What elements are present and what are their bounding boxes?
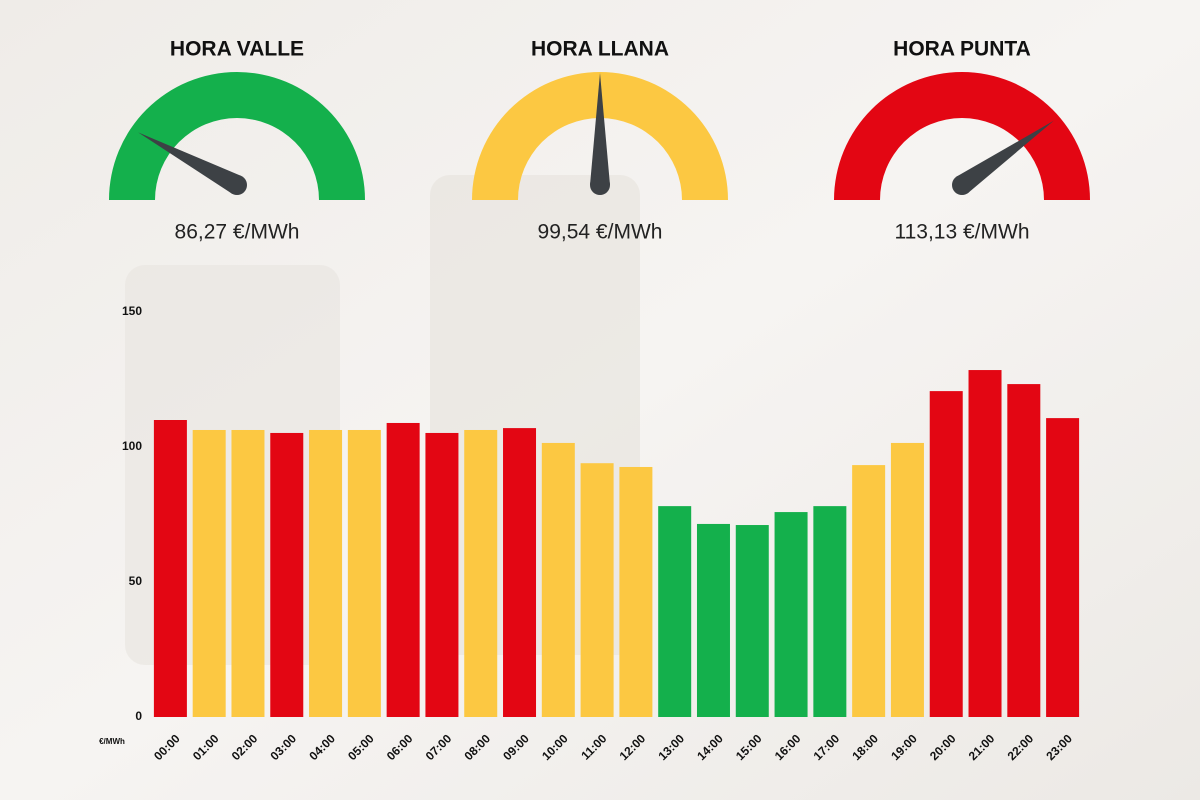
bar	[658, 506, 692, 717]
gauge-title: HORA PUNTA	[893, 38, 1031, 61]
bar	[890, 442, 924, 717]
bar	[580, 463, 614, 717]
y-tick-label: 100	[122, 439, 142, 453]
bar	[813, 506, 847, 717]
gauge-value: 99,54 €/MWh	[538, 221, 663, 244]
bar	[309, 429, 343, 717]
bar	[1007, 384, 1041, 717]
gauge-title: HORA VALLE	[170, 38, 304, 61]
bar	[347, 429, 381, 717]
gauge-arc	[834, 72, 1090, 200]
gauge-arc	[472, 72, 728, 200]
gauge-arc	[109, 72, 365, 200]
bar	[231, 429, 265, 717]
bar	[386, 422, 420, 717]
bar	[541, 442, 575, 717]
gauge-needle	[956, 120, 1054, 194]
bar	[270, 432, 304, 717]
gauge-value: 113,13 €/MWh	[894, 221, 1029, 244]
y-tick-label: 0	[135, 709, 142, 723]
gauge-needle	[590, 73, 610, 185]
gauge-value: 86,27 €/MWh	[175, 221, 300, 244]
bar	[735, 525, 769, 717]
bar	[503, 428, 537, 717]
bar	[968, 370, 1002, 717]
bar	[774, 512, 808, 717]
y-axis-label: €/MWh	[99, 737, 125, 746]
bar	[153, 420, 187, 717]
gauge-needle	[138, 132, 242, 194]
gauge-hub	[227, 175, 247, 195]
y-tick-label: 50	[129, 574, 143, 588]
bar	[619, 466, 653, 717]
bar	[1046, 418, 1080, 717]
bar	[852, 465, 886, 717]
bar	[425, 432, 459, 717]
gauge-hub	[952, 175, 972, 195]
gauge-title: HORA LLANA	[531, 38, 669, 61]
gauge-hub	[590, 175, 610, 195]
bar	[929, 391, 963, 717]
bar	[192, 429, 226, 717]
y-tick-label: 150	[122, 304, 142, 318]
bar	[464, 429, 498, 717]
bar	[696, 523, 730, 717]
